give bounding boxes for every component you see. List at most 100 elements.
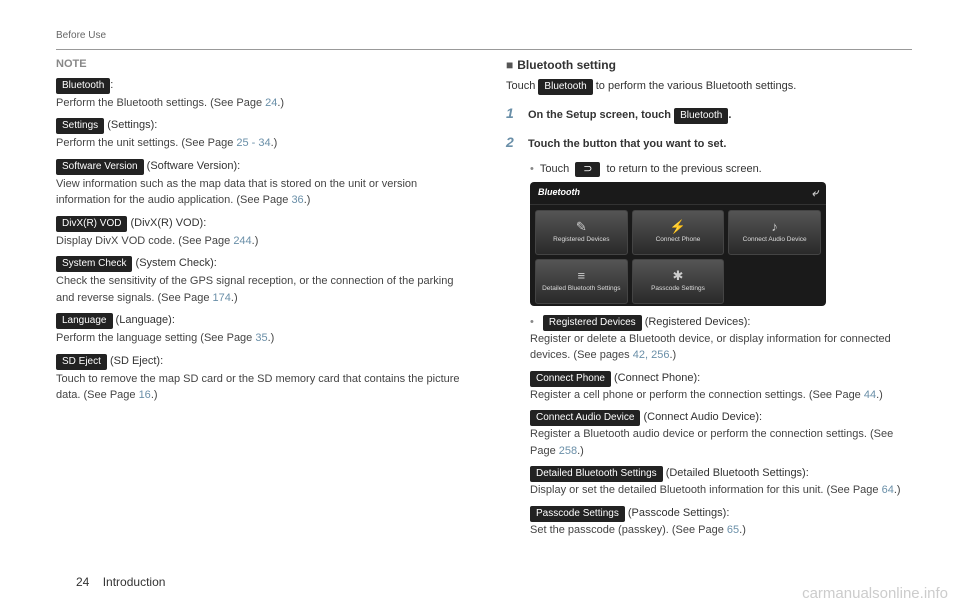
page-link[interactable]: 64	[882, 484, 894, 496]
header-divider	[56, 49, 912, 50]
page-link[interactable]: 174	[213, 292, 231, 304]
item-head: SD Eject (SD Eject):	[56, 353, 462, 370]
bt-screen-titlebar: Bluetooth ⤶	[530, 182, 826, 206]
bt-button-label: Registered Devices	[553, 235, 609, 245]
bullet-post: to return to the previous screen.	[606, 161, 761, 178]
item-head: Settings (Settings):	[56, 117, 462, 134]
sub-body: Register or delete a Bluetooth device, o…	[530, 331, 912, 364]
item-head: System Check (System Check):	[56, 255, 462, 272]
sub-body: Set the passcode (passkey). (See Page 65…	[530, 522, 912, 539]
bt-screen-button[interactable]: ✱Passcode Settings	[632, 259, 725, 304]
sub-suffix: (Connect Audio Device):	[640, 411, 762, 423]
step-1-pill: Bluetooth	[674, 108, 728, 124]
page-link[interactable]: 42, 256	[633, 349, 670, 361]
step-1: 1 On the Setup screen, touch Bluetooth.	[506, 103, 912, 124]
bt-button-label: Connect Phone	[656, 235, 701, 245]
sub-pill: Passcode Settings	[530, 506, 625, 522]
item-pill: SD Eject	[56, 354, 107, 370]
bt-screen-button[interactable]: ⚡ Connect Phone	[632, 210, 725, 255]
intro-pre: Touch	[506, 80, 538, 92]
step-1-pre: On the Setup screen, touch	[528, 109, 674, 121]
item-suffix: (Language):	[113, 314, 175, 326]
sub-suffix: (Connect Phone):	[611, 372, 700, 384]
page-link[interactable]: 16	[139, 389, 151, 401]
note-item: SD Eject (SD Eject):Touch to remove the …	[56, 353, 462, 404]
watermark: carmanualsonline.info	[802, 583, 948, 606]
intro-text: Touch Bluetooth to perform the various B…	[506, 78, 912, 95]
square-bullet-icon: ■	[506, 58, 513, 72]
step-1-post: .	[728, 109, 731, 121]
page-link[interactable]: 244	[233, 235, 251, 247]
bt-screen-title: Bluetooth	[538, 186, 580, 200]
step-2: 2 Touch the button that you want to set.	[506, 132, 912, 153]
sub-head: Passcode Settings (Passcode Settings):	[530, 505, 912, 522]
item-body: Perform the language setting (See Page 3…	[56, 330, 462, 347]
page-link[interactable]: 24	[265, 97, 277, 109]
return-button-icon: ⊃	[575, 162, 600, 177]
sub-item: Detailed Bluetooth Settings (Detailed Bl…	[530, 465, 912, 499]
bt-button-icon: ✱	[673, 269, 684, 282]
item-body: Perform the unit settings. (See Page 25 …	[56, 135, 462, 152]
right-column: ■Bluetooth setting Touch Bluetooth to pe…	[506, 56, 912, 544]
page-link[interactable]: 35	[255, 332, 267, 344]
page-link[interactable]: 36	[291, 194, 303, 206]
bullet-pre: Touch	[540, 161, 569, 178]
sub-body: Register a cell phone or perform the con…	[530, 387, 912, 404]
item-pill: DivX(R) VOD	[56, 216, 127, 232]
sub-head: Connect Audio Device (Connect Audio Devi…	[530, 409, 912, 426]
page-link[interactable]: 44	[864, 389, 876, 401]
item-body: Display DivX VOD code. (See Page 244.)	[56, 233, 462, 250]
sub-item: Connect Phone (Connect Phone):Register a…	[530, 370, 912, 404]
item-suffix: (Software Version):	[144, 160, 241, 172]
page-footer: 24 Introduction	[76, 573, 165, 591]
chapter-name: Introduction	[103, 575, 166, 589]
right-sub-items: • Registered Devices (Registered Devices…	[506, 314, 912, 539]
note-item: System Check (System Check):Check the se…	[56, 255, 462, 306]
bt-screen-button[interactable]: ♪Connect Audio Device	[728, 210, 821, 255]
bt-back-icon: ⤶	[812, 185, 818, 202]
sub-pill: Connect Audio Device	[530, 410, 640, 426]
sub-item: • Registered Devices (Registered Devices…	[530, 314, 912, 364]
left-column: NOTE Bluetooth:Perform the Bluetooth set…	[56, 56, 462, 544]
sub-item: Passcode Settings (Passcode Settings):Se…	[530, 505, 912, 539]
page-link[interactable]: 65	[727, 524, 739, 536]
item-suffix: (Settings):	[104, 119, 157, 131]
bt-button-icon: ≡	[578, 269, 586, 282]
sub-head: • Registered Devices (Registered Devices…	[530, 314, 912, 331]
page-link[interactable]: 25 - 34	[236, 137, 270, 149]
bt-button-label: Detailed Bluetooth Settings	[542, 284, 620, 294]
item-head: Language (Language):	[56, 312, 462, 329]
bluetooth-screenshot: Bluetooth ⤶ ✎ Registered Devices ⚡ Connect …	[530, 182, 826, 306]
header-section: Before Use	[56, 28, 912, 43]
sub-head: Connect Phone (Connect Phone):	[530, 370, 912, 387]
content-columns: NOTE Bluetooth:Perform the Bluetooth set…	[56, 56, 912, 544]
bullet-dot-icon: •	[530, 161, 534, 178]
step-number-2: 2	[506, 132, 518, 153]
step-2-text: Touch the button that you want to set.	[528, 136, 726, 153]
bt-button-icon: ♪	[771, 220, 778, 233]
sub-body: Display or set the detailed Bluetooth in…	[530, 482, 912, 499]
bt-button-icon: ⚡	[670, 220, 686, 233]
sub-pill: Registered Devices	[543, 315, 642, 331]
bt-button-grid: ✎ Registered Devices ⚡ Connect Phone ♪Connec…	[530, 205, 826, 306]
item-pill: Language	[56, 313, 113, 329]
item-pill: Settings	[56, 118, 104, 134]
sub-item: Connect Audio Device (Connect Audio Devi…	[530, 409, 912, 459]
note-item: Settings (Settings):Perform the unit set…	[56, 117, 462, 152]
item-body: Perform the Bluetooth settings. (See Pag…	[56, 95, 462, 112]
item-body: Check the sensitivity of the GPS signal …	[56, 273, 462, 306]
item-pill: Software Version	[56, 159, 144, 175]
bt-screen-button[interactable]: ✎ Registered Devices	[535, 210, 628, 255]
item-head: Software Version (Software Version):	[56, 158, 462, 175]
bt-button-icon: ✎	[576, 220, 587, 233]
note-item: DivX(R) VOD (DivX(R) VOD):Display DivX V…	[56, 215, 462, 250]
page-link[interactable]: 258	[559, 445, 577, 457]
bullet-dot-icon: •	[530, 314, 537, 331]
bluetooth-pill: Bluetooth	[538, 79, 592, 95]
note-item: Language (Language):Perform the language…	[56, 312, 462, 347]
sub-body: Register a Bluetooth audio device or per…	[530, 426, 912, 459]
item-suffix: (SD Eject):	[107, 355, 163, 367]
bt-screen-button[interactable]: ≡ Detailed Bluetooth Settings	[535, 259, 628, 304]
item-head: Bluetooth:	[56, 77, 462, 94]
sub-pill: Connect Phone	[530, 371, 611, 387]
